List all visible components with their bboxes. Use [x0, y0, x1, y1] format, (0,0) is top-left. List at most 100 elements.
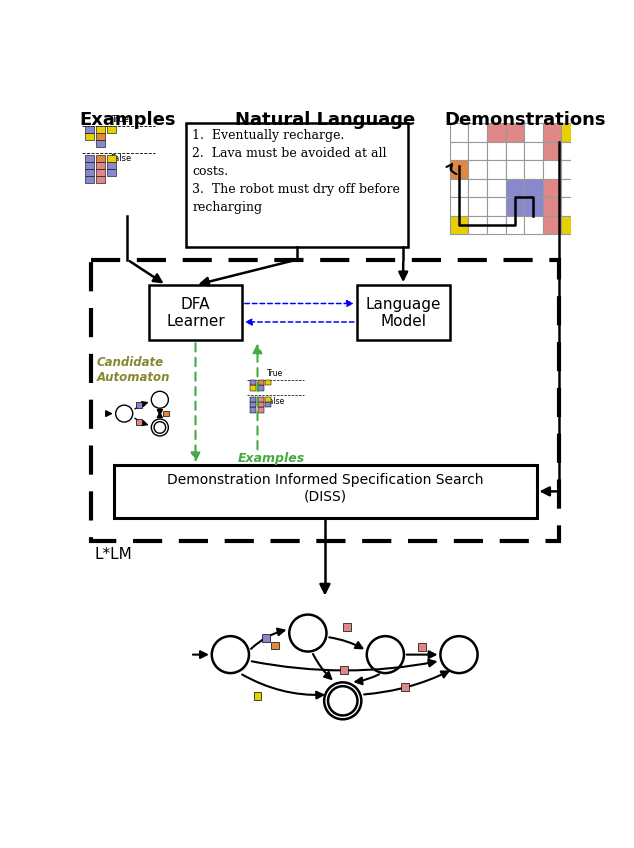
Bar [561, 142, 580, 160]
Bar [487, 198, 505, 215]
Bar [450, 142, 469, 160]
Circle shape [154, 421, 165, 433]
Bar [257, 402, 264, 407]
Bar [524, 123, 543, 142]
Bar [96, 162, 105, 169]
Bar [257, 407, 264, 413]
Bar [96, 155, 105, 162]
Text: True: True [112, 115, 129, 124]
Bar [450, 160, 469, 179]
Text: False: False [266, 397, 285, 405]
Text: DFA
Learner: DFA Learner [166, 297, 225, 329]
Bar [86, 133, 94, 140]
Bar [543, 179, 561, 198]
Text: False: False [110, 154, 131, 163]
Bar [469, 142, 487, 160]
Bar [250, 407, 256, 413]
Bar [257, 380, 264, 385]
Bar [469, 123, 487, 142]
Bar [561, 123, 580, 142]
Text: Natural Language: Natural Language [235, 111, 415, 129]
Bar [265, 380, 271, 385]
FancyBboxPatch shape [149, 285, 242, 340]
Bar [265, 397, 271, 402]
Bar [401, 683, 409, 691]
Text: Demonstrations: Demonstrations [444, 111, 605, 129]
Circle shape [441, 636, 477, 673]
Bar [505, 215, 524, 234]
Bar [524, 215, 543, 234]
Bar [250, 402, 256, 407]
Bar [487, 215, 505, 234]
Bar [96, 176, 105, 182]
Bar [487, 160, 505, 179]
Text: Examples: Examples [79, 111, 176, 129]
Bar [96, 126, 105, 133]
Circle shape [289, 615, 327, 651]
Bar [265, 402, 271, 407]
Circle shape [152, 391, 169, 408]
Bar [469, 215, 487, 234]
Text: Language
Model: Language Model [365, 297, 441, 329]
Bar [86, 169, 94, 176]
Bar [86, 155, 94, 162]
Bar [561, 215, 580, 234]
Bar [524, 160, 543, 179]
Bar [561, 160, 580, 179]
Circle shape [115, 405, 133, 422]
Bar [543, 198, 561, 215]
Bar [250, 397, 256, 402]
Bar [107, 162, 115, 169]
Text: Demonstration Informed Specification Search
(DISS): Demonstration Informed Specification Sea… [167, 473, 484, 504]
Bar [505, 198, 524, 215]
Bar [450, 179, 469, 198]
Bar [136, 420, 141, 425]
Circle shape [328, 686, 358, 716]
Bar [543, 123, 561, 142]
Bar [107, 169, 115, 176]
Bar [524, 142, 543, 160]
Bar [96, 133, 105, 140]
Bar [86, 176, 94, 182]
Bar [86, 126, 94, 133]
Bar [469, 198, 487, 215]
Bar [107, 155, 115, 162]
Bar [561, 198, 580, 215]
FancyBboxPatch shape [91, 259, 559, 541]
Bar [543, 160, 561, 179]
Bar [450, 198, 469, 215]
Circle shape [367, 636, 404, 673]
Bar [469, 179, 487, 198]
Bar [450, 123, 469, 142]
Bar [418, 643, 425, 650]
Bar [107, 126, 115, 133]
Bar [86, 162, 94, 169]
Bar [469, 160, 487, 179]
Text: L*LM: L*LM [94, 547, 133, 562]
Text: Examples: Examples [238, 452, 305, 465]
Bar [254, 692, 261, 700]
Bar [450, 215, 469, 234]
Bar [250, 380, 256, 385]
FancyBboxPatch shape [186, 123, 408, 247]
Circle shape [212, 636, 249, 673]
Bar [257, 385, 264, 391]
Bar [340, 667, 348, 674]
Bar [164, 411, 169, 416]
Bar [96, 169, 105, 176]
Bar [136, 403, 141, 408]
Text: 1.  Eventually recharge.
2.  Lava must be avoided at all
costs.
3.  The robot mu: 1. Eventually recharge. 2. Lava must be … [192, 130, 400, 215]
Bar [96, 140, 105, 148]
Bar [524, 198, 543, 215]
Text: Candidate
Automaton: Candidate Automaton [96, 356, 170, 384]
Bar [487, 179, 505, 198]
Bar [505, 160, 524, 179]
Bar [262, 633, 270, 642]
Bar [487, 142, 505, 160]
Bar [343, 623, 351, 631]
Bar [257, 397, 264, 402]
Bar [505, 123, 524, 142]
FancyBboxPatch shape [114, 466, 536, 517]
Bar [505, 179, 524, 198]
Circle shape [152, 419, 169, 436]
